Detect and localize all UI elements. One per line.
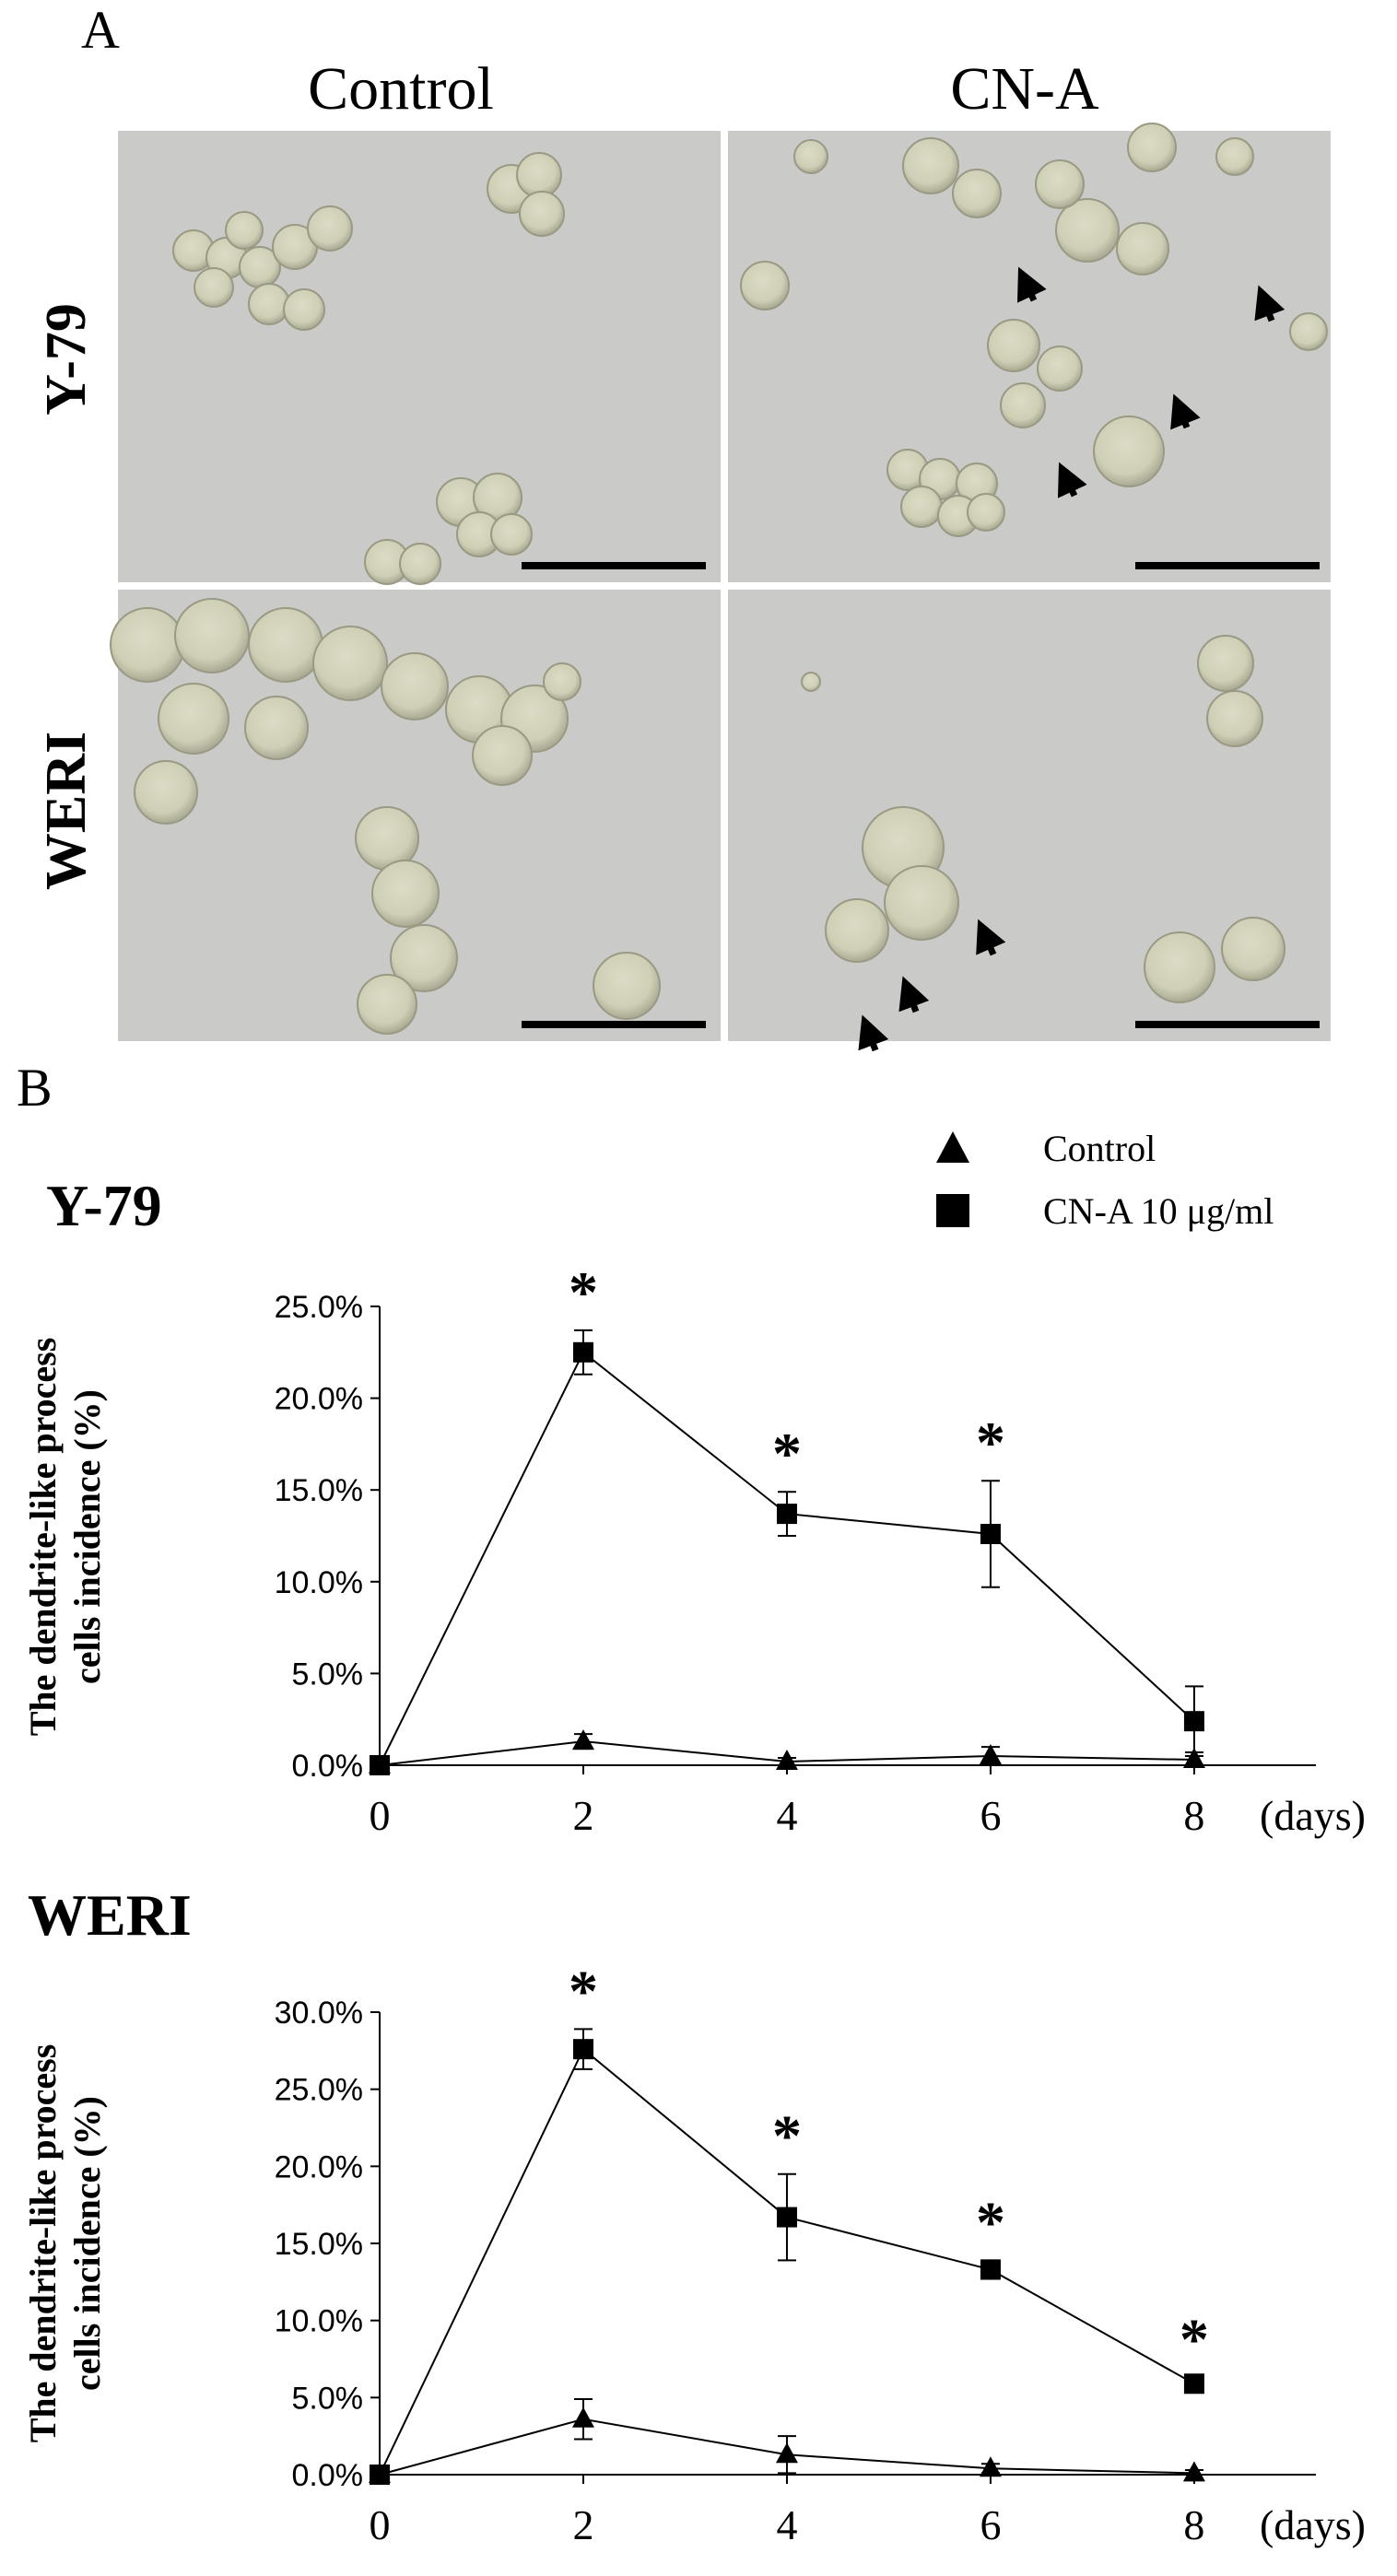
chart-weri: WERI 0.0% 5.0% 10.0% 15.0% 20.0% 25.0% 30.0% 0 2… xyxy=(22,1882,1366,2548)
data-point-square xyxy=(980,1524,1001,1545)
y-tick-label: 20.0% xyxy=(275,2149,363,2184)
significance-star: * xyxy=(976,1410,1005,1475)
significance-star: * xyxy=(976,2189,1005,2254)
x-tick-label: 8 xyxy=(1183,1792,1204,1839)
y-tick-label: 25.0% xyxy=(275,2073,363,2108)
x-tick-label: 2 xyxy=(572,2501,593,2548)
y-tick-label: 30.0% xyxy=(275,1996,363,2031)
scale-bar xyxy=(1135,562,1320,569)
significance-star: * xyxy=(569,1958,598,2023)
scale-bar xyxy=(522,562,706,569)
micrograph-weri-control xyxy=(110,590,721,1041)
x-tick-label: 4 xyxy=(776,2501,797,2548)
x-axis-label: (days) xyxy=(1260,1792,1366,1839)
y-axis-label: The dendrite-like processcells incidence… xyxy=(22,1338,108,1737)
y-tick-label: 0.0% xyxy=(292,1749,364,1784)
data-point-triangle xyxy=(775,1750,798,1771)
scale-bar xyxy=(1135,1021,1320,1028)
chart-title: Y-79 xyxy=(46,1173,162,1238)
panel-a-label: A xyxy=(81,0,120,60)
data-point-square xyxy=(980,2259,1001,2280)
legend-label-control: Control xyxy=(1043,1128,1156,1169)
x-tick-label: 0 xyxy=(370,1792,391,1839)
significance-star: * xyxy=(569,1259,598,1325)
data-point-triangle xyxy=(979,2456,1002,2477)
chart-y79: Y-79 0.0% 5.0% 10.0% 15.0% 20.0% 25.0% 0 2 4 6 8 (d… xyxy=(22,1173,1366,1839)
x-tick-label: 6 xyxy=(980,2501,1001,2548)
legend-triangle-marker xyxy=(936,1131,969,1163)
chart-title: WERI xyxy=(28,1882,192,1948)
scale-bar xyxy=(522,1021,706,1028)
legend: Control CN-A 10 μg/ml xyxy=(936,1128,1274,1232)
row-header-y79: Y-79 xyxy=(35,303,98,416)
y-tick-label: 10.0% xyxy=(275,2304,363,2339)
data-point-square xyxy=(776,1504,797,1525)
data-point-triangle xyxy=(775,2442,798,2464)
micrograph-y79-control xyxy=(118,131,721,585)
significance-star: * xyxy=(1180,2307,1209,2372)
y-tick-label: 15.0% xyxy=(275,2227,363,2262)
x-tick-label: 8 xyxy=(1183,2501,1204,2548)
y-tick-label: 0.0% xyxy=(292,2458,364,2493)
data-point-square xyxy=(1183,2373,1204,2395)
panel-b-label: B xyxy=(17,1058,53,1118)
data-point-square xyxy=(1183,1711,1204,1732)
y-tick-label: 10.0% xyxy=(275,1565,363,1600)
series-line-square xyxy=(379,1351,1195,1766)
x-tick-label: 6 xyxy=(980,1792,1001,1839)
x-axis-label: (days) xyxy=(1260,2501,1366,2548)
data-point-square xyxy=(572,1341,593,1363)
data-point-triangle xyxy=(1182,2461,1205,2482)
legend-square-marker xyxy=(936,1194,969,1227)
x-tick-label: 4 xyxy=(776,1792,797,1839)
data-point-triangle xyxy=(571,1729,594,1751)
data-point-square xyxy=(370,1755,390,1775)
y-axis-label: The dendrite-like processcells incidence… xyxy=(22,2044,108,2443)
x-tick-label: 0 xyxy=(370,2501,391,2548)
data-point-triangle xyxy=(1182,1748,1205,1769)
data-point-triangle xyxy=(571,2406,594,2428)
y-tick-label: 5.0% xyxy=(292,2381,364,2416)
arrow-markers xyxy=(1016,266,1285,498)
legend-label-cn-a: CN-A 10 μg/ml xyxy=(1043,1190,1274,1232)
col-header-cn-a: CN-A xyxy=(950,55,1099,123)
arrow-markers xyxy=(858,919,1006,1052)
micrograph-y79-cn-a xyxy=(728,123,1331,582)
row-header-weri: WERI xyxy=(35,732,98,890)
data-point-square xyxy=(776,2207,797,2228)
x-tick-label: 2 xyxy=(572,1792,593,1839)
col-header-control: Control xyxy=(308,55,494,123)
significance-star: * xyxy=(772,1421,802,1486)
y-tick-label: 5.0% xyxy=(292,1657,364,1692)
data-point-square xyxy=(370,2465,390,2485)
micrograph-weri-cn-a xyxy=(728,590,1331,1052)
data-point-triangle xyxy=(979,1744,1002,1765)
y-tick-label: 20.0% xyxy=(275,1382,363,1417)
y-tick-label: 15.0% xyxy=(275,1473,363,1508)
significance-star: * xyxy=(772,2103,802,2169)
data-point-square xyxy=(572,2039,593,2060)
y-tick-label: 25.0% xyxy=(275,1290,363,1325)
